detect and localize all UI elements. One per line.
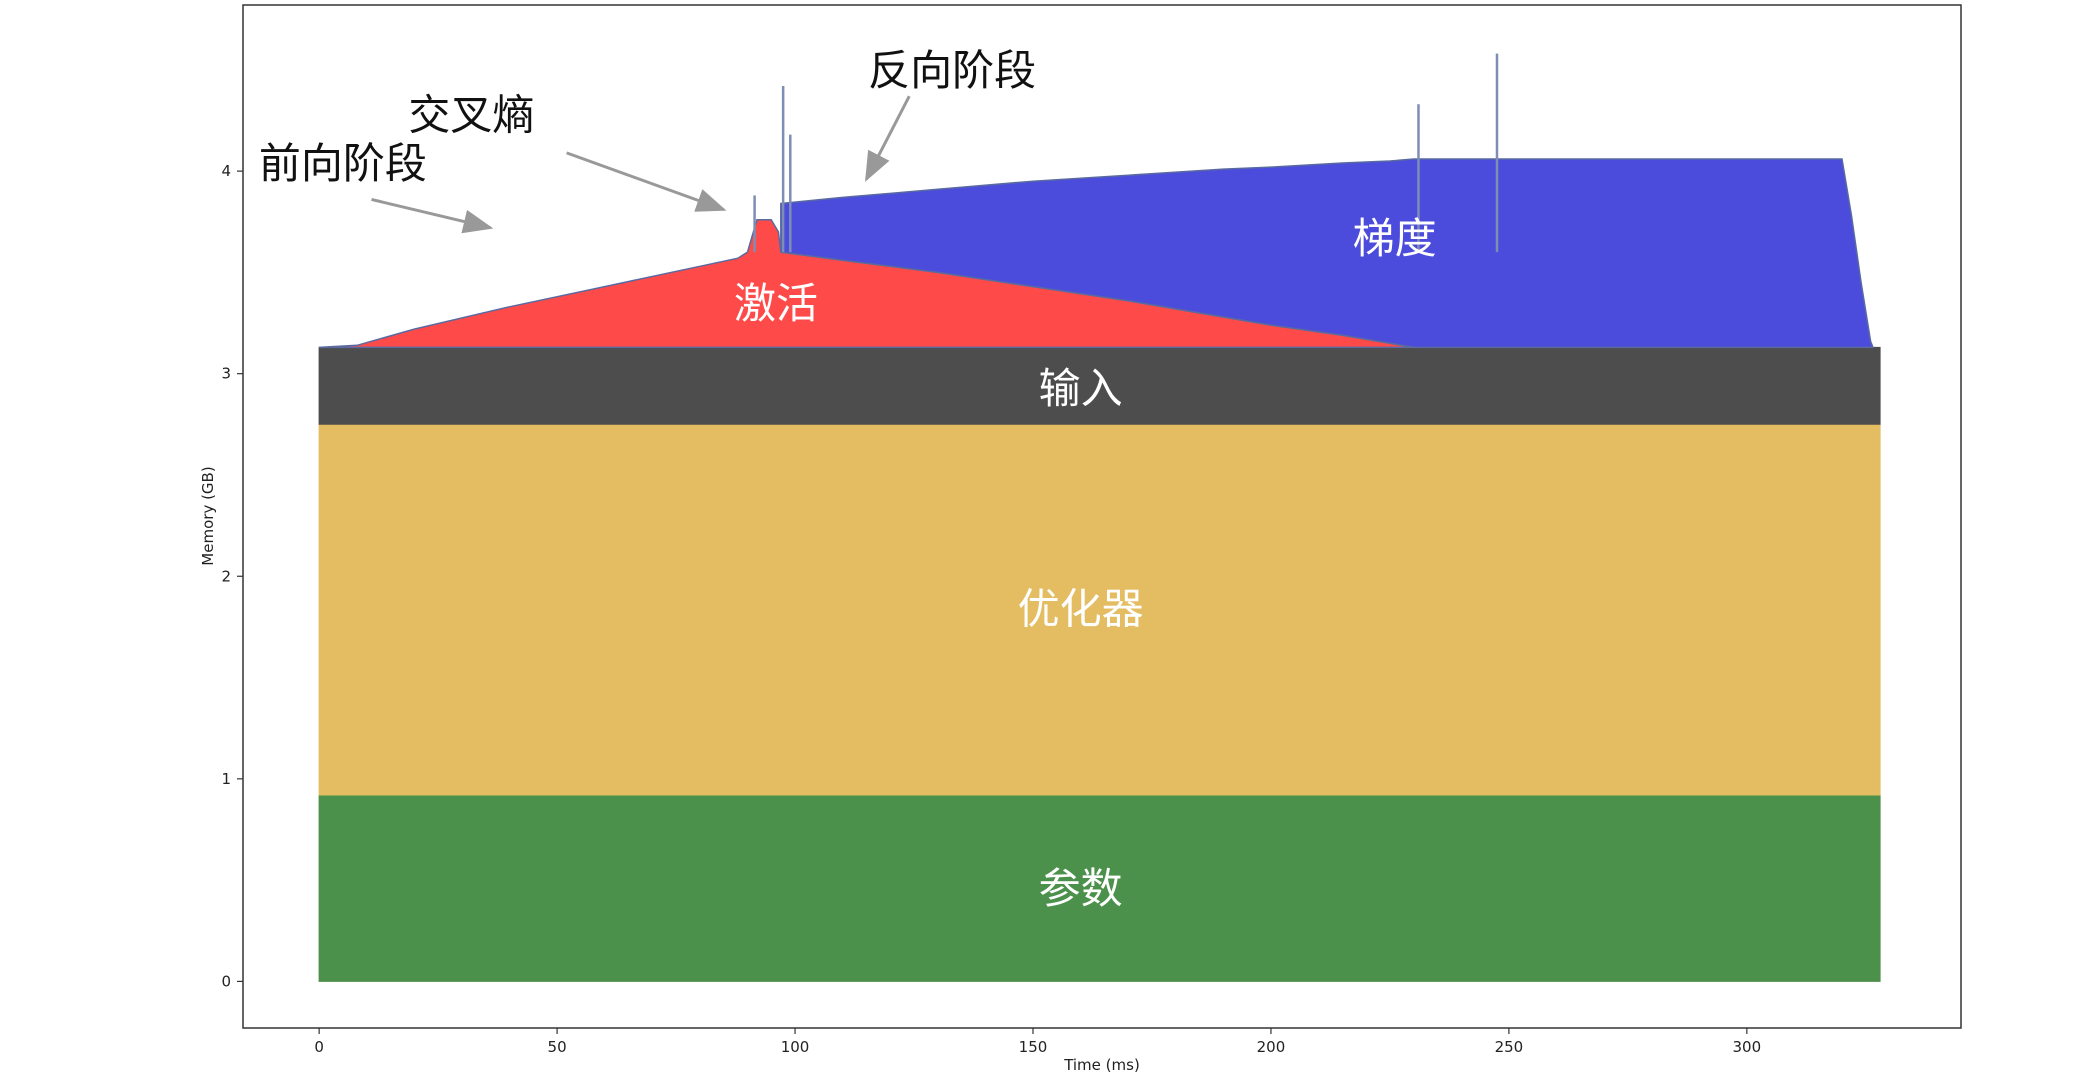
plot-frame (242, 4, 1962, 1029)
x-tick-label: 150 (1019, 1038, 1048, 1056)
region-labels: 参数 优化器 输入 激活 梯度 (734, 214, 1437, 913)
x-tick-label: 0 (314, 1038, 324, 1056)
x-tick-label: 200 (1257, 1038, 1286, 1056)
annotation-arrow-2 (566, 151, 727, 212)
y-tick-label: 4 (221, 162, 231, 180)
region-label-2: 优化器 (1018, 585, 1144, 634)
y-tick-label: 3 (221, 365, 231, 383)
x-tick-label: 50 (548, 1038, 567, 1056)
annotation-arrow-3 (865, 95, 911, 182)
y-tick-label: 2 (221, 567, 231, 585)
x-tick-label: 100 (781, 1038, 810, 1056)
annotation-label-3: 反向阶段 (868, 46, 1036, 95)
y-tick-label: 1 (221, 770, 231, 788)
area-5 (780, 158, 1875, 349)
annotation-arrow-1 (371, 198, 494, 234)
x-axis-title: Time (ms) (1063, 1056, 1140, 1074)
region-label-4: 激活 (734, 279, 818, 328)
y-axis-title: Memory (GB) (199, 466, 217, 565)
region-label-3: 输入 (1039, 364, 1123, 413)
annotation-label-1: 前向阶段 (259, 139, 427, 188)
x-tick-label: 250 (1495, 1038, 1524, 1056)
chart-areas (318, 158, 1881, 982)
axis-ticks: 0 50 100 150 200 250 300 0 1 2 3 4 (221, 162, 1761, 1056)
chart-spikes (753, 53, 1499, 253)
annotation-label-2: 交叉熵 (408, 90, 534, 139)
x-tick-label: 300 (1733, 1038, 1762, 1056)
y-tick-label: 0 (221, 972, 231, 990)
region-label-5: 梯度 (1353, 214, 1437, 263)
region-label-1: 参数 (1039, 864, 1123, 913)
